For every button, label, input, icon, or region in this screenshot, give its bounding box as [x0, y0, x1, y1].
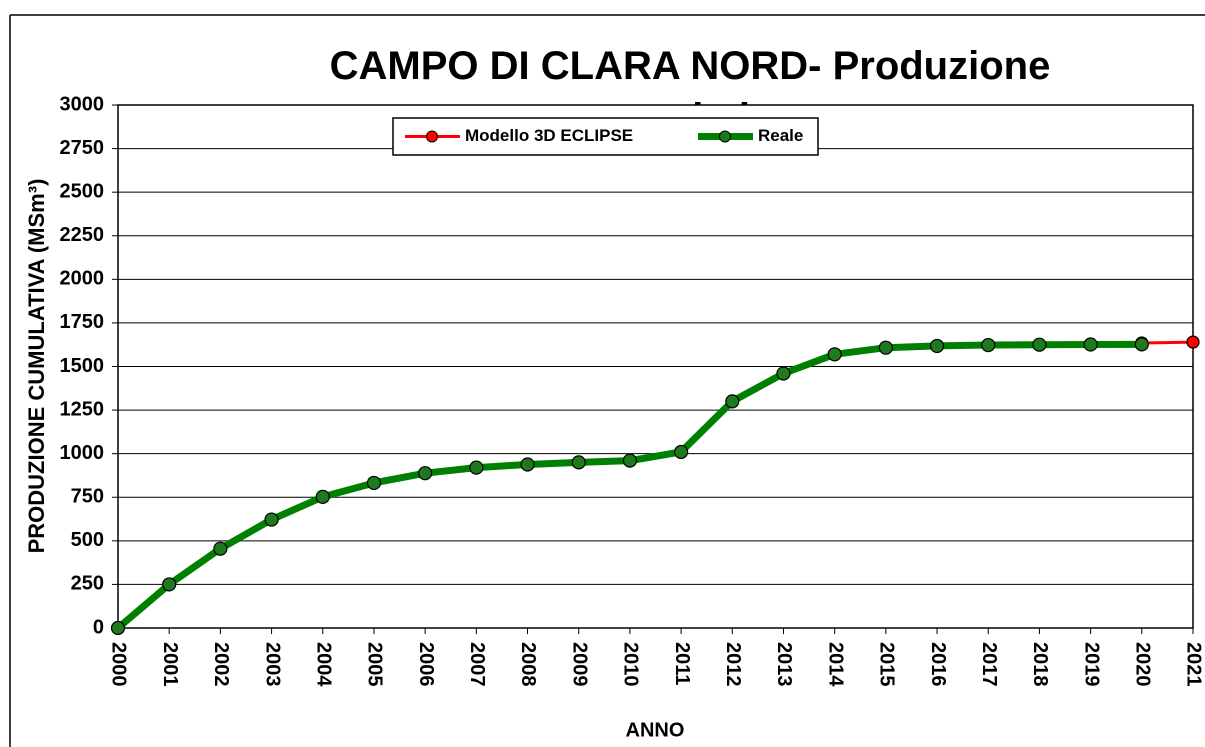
- x-tick-label: 2015: [876, 642, 898, 687]
- x-tick-label: 2012: [722, 642, 744, 687]
- data-point: [725, 394, 740, 409]
- y-tick-label: 1250: [60, 398, 105, 420]
- x-tick-label: 2011: [671, 642, 693, 685]
- x-tick-label: 2003: [261, 642, 283, 687]
- x-tick-label: 2006: [415, 642, 437, 687]
- x-tick-label: 2013: [773, 642, 795, 687]
- y-tick-label: 1750: [60, 311, 105, 333]
- x-tick-label: 2002: [210, 642, 232, 687]
- y-tick-label: 1000: [60, 442, 105, 464]
- data-point: [776, 366, 791, 381]
- y-tick-label: 2000: [60, 268, 105, 290]
- data-point: [1032, 337, 1047, 352]
- y-tick-label: 0: [93, 616, 104, 638]
- data-point: [571, 455, 586, 470]
- y-tick-label: 2500: [60, 180, 105, 202]
- y-tick-label: 500: [71, 529, 104, 551]
- x-tick-label: 2004: [312, 642, 334, 687]
- data-point: [929, 338, 945, 354]
- data-point: [366, 475, 382, 491]
- data-point: [827, 347, 842, 362]
- x-tick-label: 2008: [517, 642, 539, 687]
- data-point: [469, 460, 484, 475]
- data-point: [622, 453, 638, 468]
- y-tick-label: 2750: [60, 137, 105, 159]
- data-point: [878, 340, 893, 355]
- x-tick-label: 2014: [824, 642, 846, 687]
- legend-marker: [426, 130, 438, 143]
- x-tick-label: 2017: [978, 642, 1000, 686]
- x-tick-label: 2001: [159, 642, 181, 687]
- x-tick-label: 2007: [466, 642, 488, 687]
- x-tick-label: 2009: [568, 642, 590, 687]
- data-point: [162, 577, 177, 592]
- legend-label: Reale: [758, 126, 803, 145]
- data-point: [1186, 335, 1200, 349]
- data-point: [110, 620, 126, 636]
- x-tick-label: 2018: [1029, 642, 1051, 687]
- data-point: [673, 444, 689, 460]
- x-tick-label: 2019: [1080, 642, 1102, 687]
- legend-marker: [719, 130, 731, 143]
- x-tick-label: 2005: [364, 642, 386, 687]
- x-axis-title: ANNO: [626, 719, 685, 741]
- data-point: [981, 337, 996, 353]
- legend: Modello 3D ECLIPSE Reale: [392, 117, 819, 156]
- y-axis-title: PRODUZIONE CUMULATIVA (MSm³): [24, 179, 49, 554]
- data-point: [1083, 337, 1098, 352]
- data-point: [264, 512, 279, 527]
- data-point: [213, 541, 228, 556]
- y-tick-label: 2250: [60, 224, 105, 246]
- x-tick-label: 2000: [108, 642, 130, 687]
- data-point: [1134, 337, 1149, 352]
- x-tick-label: 2010: [620, 642, 642, 687]
- y-tick-label: 1500: [60, 355, 105, 377]
- y-tick-label: 250: [71, 573, 104, 595]
- y-tick-label: 750: [71, 486, 104, 508]
- x-tick-label: 2021: [1183, 642, 1205, 687]
- y-tick-label: 3000: [60, 93, 105, 115]
- x-tick-label: 2016: [927, 642, 949, 687]
- data-point: [418, 466, 433, 481]
- x-tick-label: 2020: [1132, 642, 1154, 687]
- legend-label: Modello 3D ECLIPSE: [465, 126, 633, 145]
- data-point: [315, 489, 330, 505]
- data-point: [520, 457, 535, 472]
- plot-border: [117, 104, 1194, 629]
